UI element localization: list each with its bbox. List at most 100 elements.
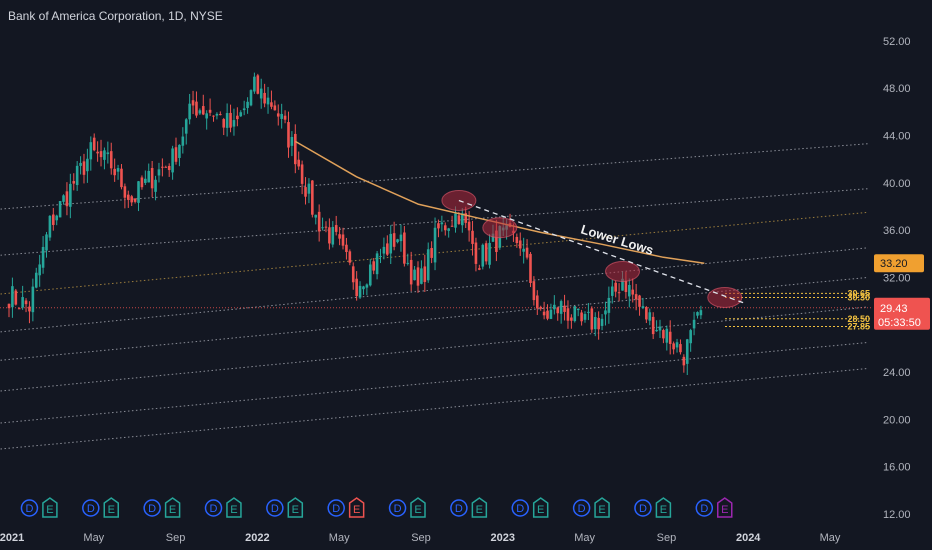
candle-body: [311, 180, 314, 215]
candle-body: [270, 102, 273, 107]
candle-body: [242, 108, 246, 111]
earnings-marker-label: E: [476, 504, 483, 516]
earnings-marker-label: E: [660, 504, 667, 516]
candle-body: [665, 328, 669, 343]
earnings-marker: [287, 497, 304, 518]
x-tick-label: May: [820, 532, 841, 544]
candle-body: [559, 301, 563, 314]
plot-area: Lower LowsEDEDEDEDEDEDEDEDEDEDEDEDE: [0, 72, 872, 518]
candle-body: [535, 295, 539, 309]
candle-body: [685, 339, 689, 364]
level-line-label: 30.65: [847, 288, 870, 298]
candle-body: [239, 112, 243, 117]
candle-body: [587, 311, 590, 313]
candle-body: [583, 314, 587, 320]
dividend-marker: [204, 499, 223, 517]
earnings-marker: [717, 497, 733, 518]
candle-body: [624, 280, 628, 293]
candle-body: [147, 170, 151, 183]
candle-body: [450, 225, 454, 227]
candle-body: [658, 326, 662, 331]
candle-body: [495, 230, 498, 252]
candle-body: [324, 226, 328, 228]
candle-body: [553, 304, 556, 310]
candle-body: [471, 230, 474, 244]
candle-body: [692, 319, 696, 329]
earnings-marker: [410, 497, 426, 518]
candle-body: [580, 312, 583, 322]
candle-body: [529, 253, 532, 284]
candle-body: [266, 97, 270, 105]
candle-body: [120, 168, 123, 188]
candle-body: [638, 295, 641, 307]
candle-body: [205, 113, 208, 119]
candle-body: [219, 114, 222, 116]
candle-body: [38, 264, 41, 276]
candle-body: [696, 312, 699, 316]
candle-body: [672, 343, 675, 350]
candle-body: [345, 244, 348, 253]
candle-body: [539, 306, 542, 309]
x-tick-label: Sep: [166, 532, 186, 544]
candle-body: [7, 303, 11, 309]
candle-body: [256, 75, 260, 94]
candle-body: [447, 228, 450, 231]
x-tick-label: Sep: [411, 532, 431, 544]
y-tick-label: 12.00: [883, 509, 911, 521]
candle-body: [423, 266, 427, 282]
candle-body: [348, 251, 352, 263]
candle-body: [86, 158, 89, 172]
candle-body: [573, 306, 577, 322]
y-tick-label: 36.00: [883, 225, 911, 237]
candle-body: [191, 100, 195, 106]
candle-body: [154, 179, 157, 192]
dividend-marker-label: D: [332, 503, 340, 515]
candle-body: [89, 142, 93, 160]
candle-body: [82, 161, 86, 175]
trend-channel-line: [0, 247, 868, 333]
candle-body: [590, 308, 594, 330]
candle-body: [276, 113, 280, 117]
x-tick-label: May: [83, 532, 104, 544]
lower-lows-line: [458, 199, 746, 305]
candle-body: [668, 331, 672, 344]
earnings-marker: [471, 497, 488, 518]
dividend-marker-label: D: [455, 503, 463, 515]
candle-body: [420, 268, 423, 284]
candle-body: [403, 232, 406, 264]
dividend-marker: [695, 499, 714, 517]
candle-body: [621, 278, 624, 291]
candle-body: [92, 137, 96, 151]
trend-channel-line: [0, 143, 868, 210]
candle-body: [24, 300, 28, 305]
candle-body: [184, 119, 188, 134]
dividend-marker: [20, 499, 39, 517]
y-tick-label: 52.00: [883, 36, 911, 48]
candle-body: [549, 309, 553, 319]
y-tick-label: 20.00: [883, 414, 911, 426]
earnings-marker-label: E: [414, 504, 421, 516]
candle-body: [454, 213, 457, 228]
dividend-marker: [388, 499, 407, 517]
candle-body: [328, 227, 331, 244]
candle-body: [41, 246, 45, 268]
dividend-marker-label: D: [210, 503, 218, 515]
candle-body: [389, 233, 393, 254]
candle-body: [280, 113, 283, 119]
candle-body: [641, 306, 645, 309]
dividend-marker-label: D: [700, 503, 708, 515]
candle-body: [314, 214, 318, 218]
candle-body: [144, 178, 147, 183]
earnings-marker: [655, 497, 672, 518]
candle-body: [171, 148, 174, 173]
candle-body: [11, 286, 14, 308]
candle-body: [99, 151, 103, 158]
candle-body: [679, 344, 682, 353]
candle-body: [178, 144, 181, 158]
last-price-tag-label: 29.43: [880, 303, 908, 315]
candle-body: [79, 162, 82, 166]
candle-body: [375, 253, 379, 275]
candle-body: [317, 211, 321, 232]
candle-body: [17, 308, 21, 310]
